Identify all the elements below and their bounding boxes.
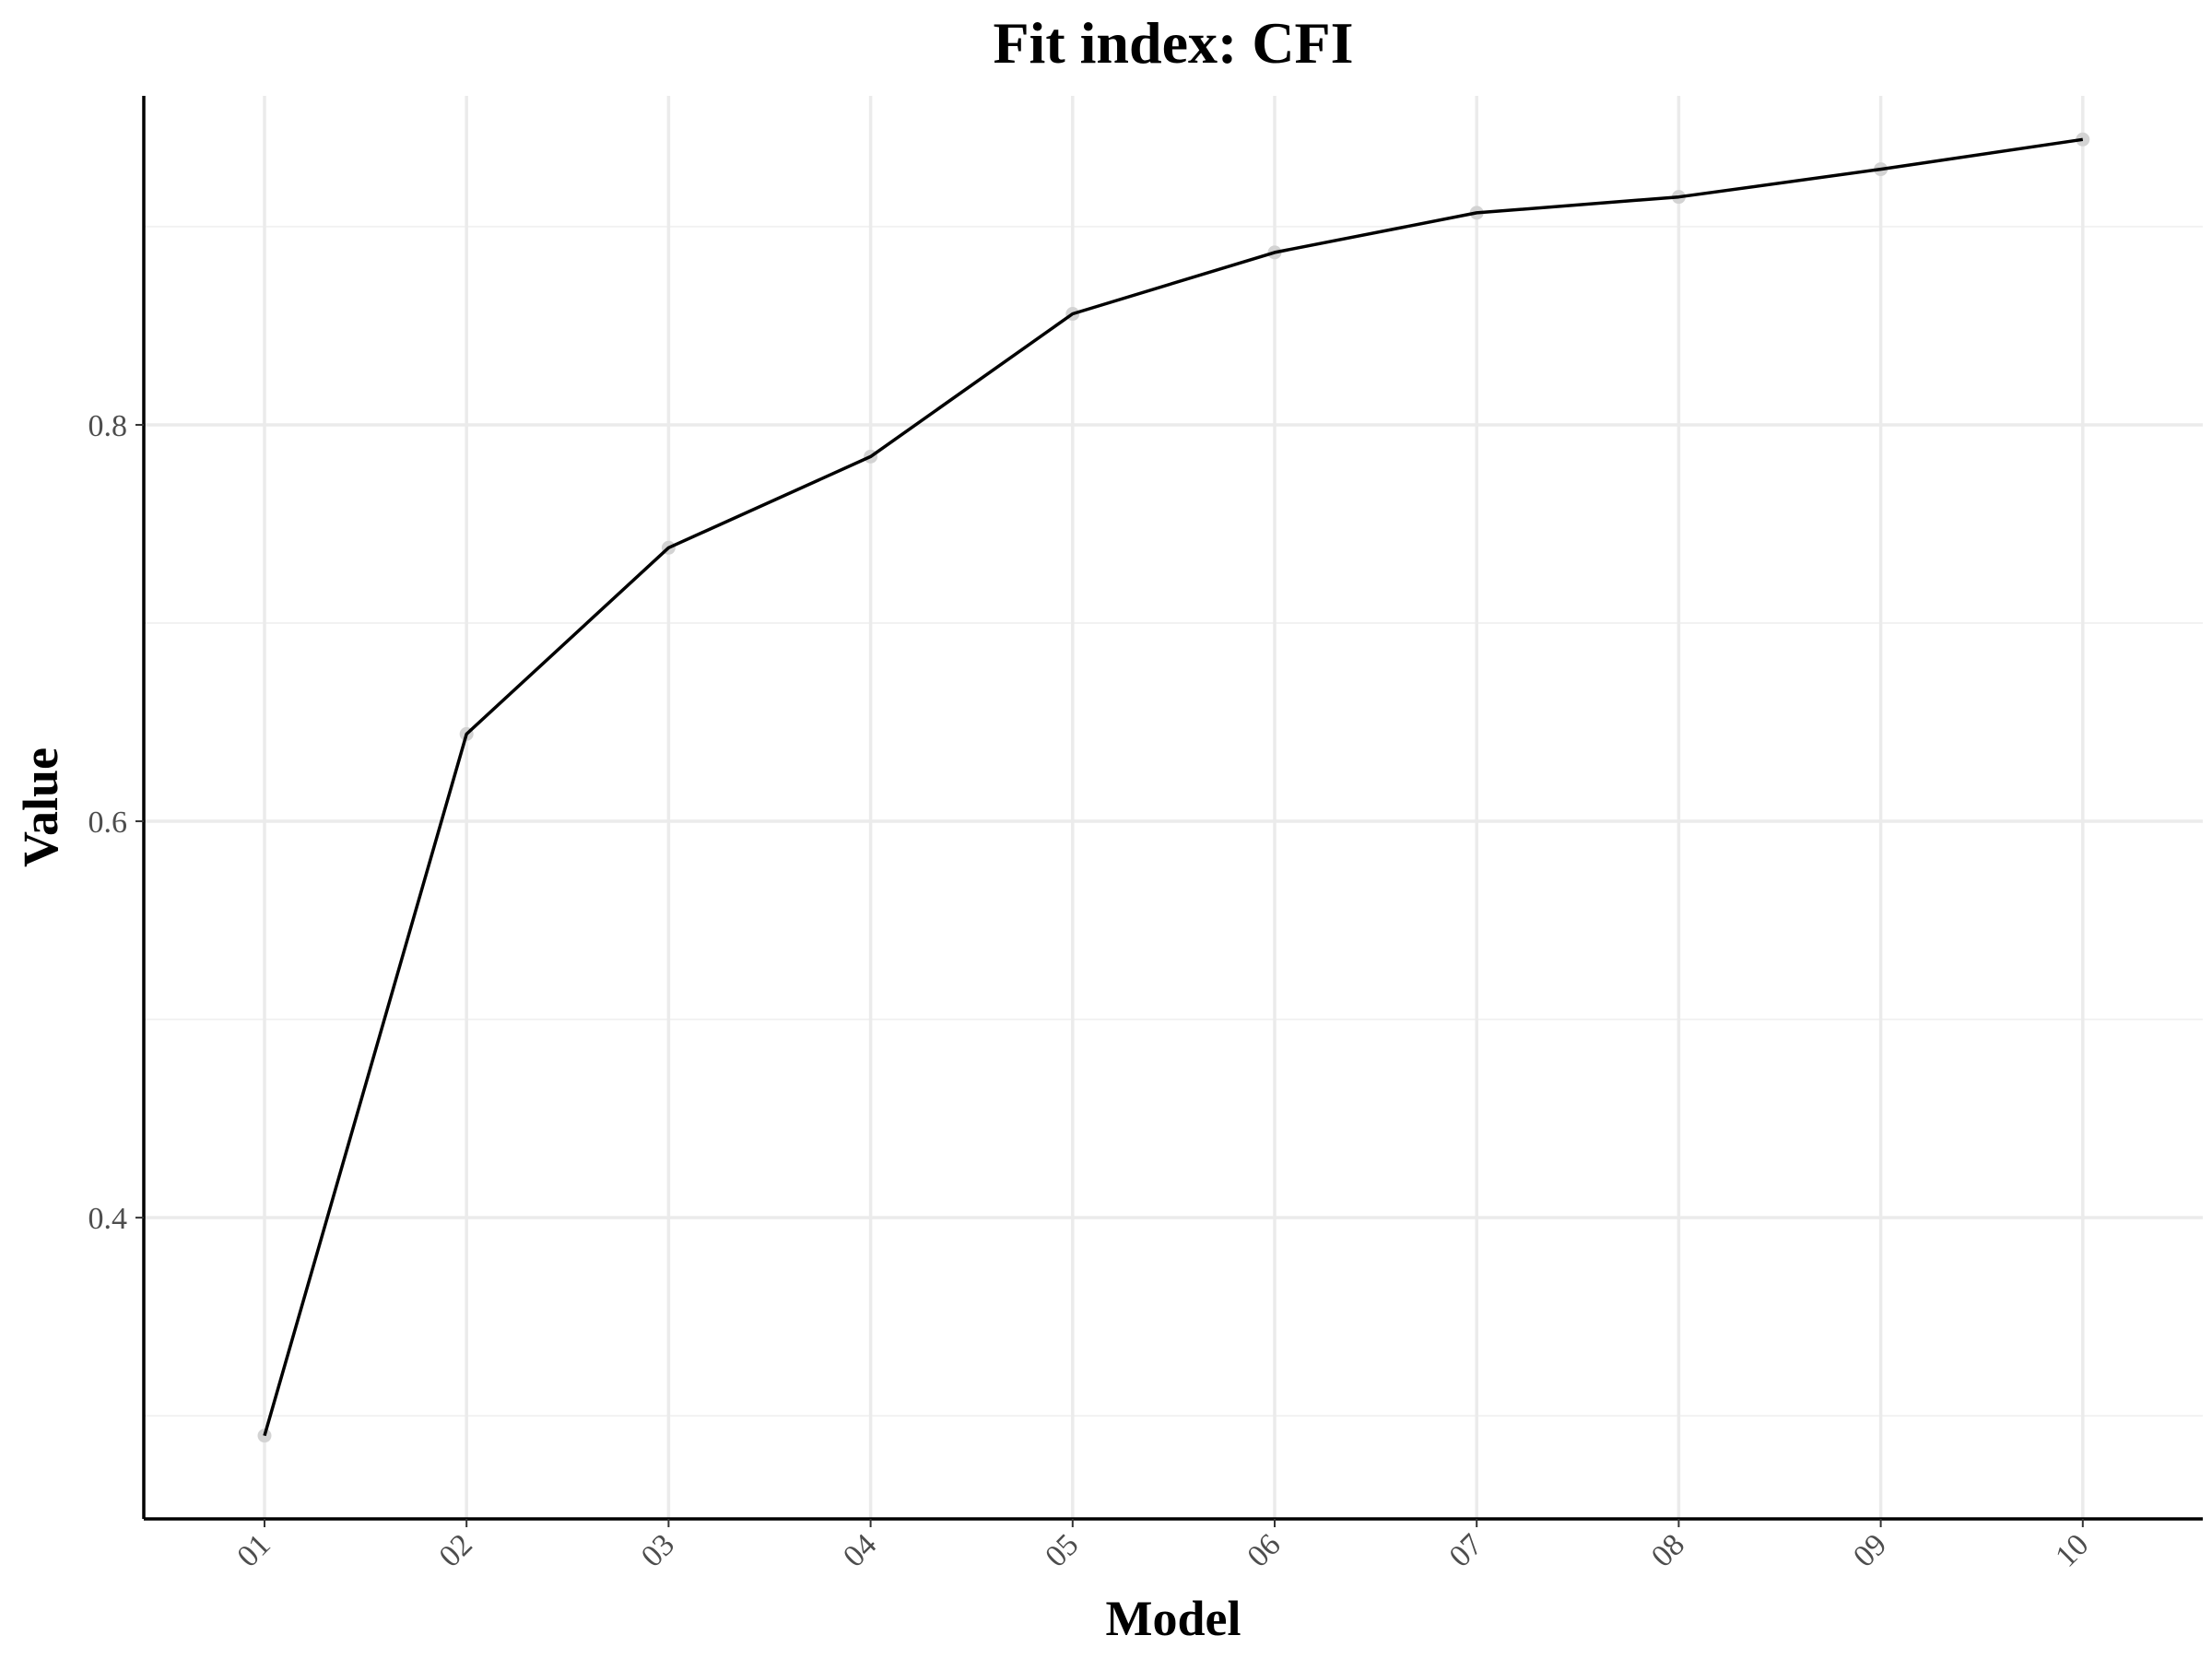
chart-title: Fit index: CFI bbox=[993, 10, 1353, 76]
y-tick-label: 0.6 bbox=[88, 806, 128, 840]
minor-gridlines bbox=[144, 225, 2203, 1418]
x-axis-title: Model bbox=[1106, 1591, 1241, 1646]
y-axis-title: Value bbox=[13, 747, 68, 867]
series-line bbox=[263, 137, 2084, 1437]
major-gridlines bbox=[144, 96, 2203, 1519]
y-tick-label: 0.8 bbox=[88, 409, 128, 443]
y-axis-ticks: 0.4 0.6 0.8 bbox=[88, 409, 144, 1236]
y-tick-label: 0.4 bbox=[88, 1202, 128, 1236]
